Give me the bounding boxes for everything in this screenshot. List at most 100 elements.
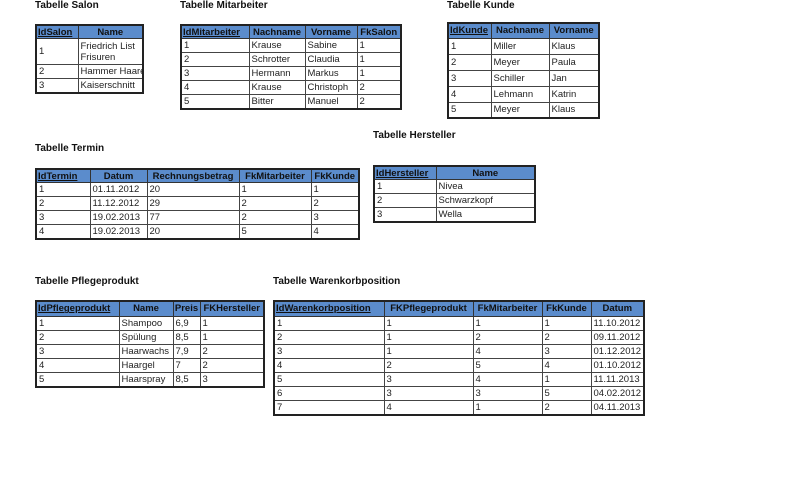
table-cell: 3 [541, 343, 592, 359]
column-header: Datum [89, 168, 148, 183]
table-cell: Claudia [304, 52, 358, 67]
header-row: IdWarenkorbposition FKPflegeprodukt FkMita… [273, 300, 645, 317]
header-row: IdPflegeprodukt Name Preis FKHersteller [35, 300, 265, 317]
table-cell: 1 [356, 52, 402, 67]
table-cell: 20 [146, 182, 240, 197]
table-cell: 2 [199, 357, 265, 373]
table-cell: 1 [356, 38, 402, 53]
table-cell: 3 [199, 371, 265, 387]
table-row: 2 Schrotter Claudia 1 [180, 52, 402, 67]
table-cell: Schiller [490, 69, 550, 87]
table-cell: 8,5 [172, 329, 201, 345]
column-header: Vorname [304, 24, 358, 39]
column-header: Vorname [548, 22, 600, 39]
column-header: FKHersteller [199, 300, 265, 317]
table-cell: 4 [310, 224, 360, 240]
table-cell: 2 [238, 210, 312, 225]
table-cell: 1 [383, 329, 474, 345]
table-cell: Christoph [304, 80, 358, 95]
table-row: 2 Spülung 8,5 1 [35, 329, 265, 345]
table-cell: 1 [383, 315, 474, 331]
table-cell: 2 [541, 329, 592, 345]
mitarbeiter-table-title: Tabelle Mitarbeiter [180, 0, 268, 11]
table-cell: Lehmann [490, 85, 550, 103]
table-cell: 3 [373, 207, 437, 223]
column-header: IdTermin [35, 168, 91, 183]
table-cell: 3 [180, 66, 250, 81]
table-row: 1 01.11.2012 20 1 1 [35, 182, 360, 197]
table-cell: 1 [472, 399, 543, 415]
table-cell: 3 [35, 78, 79, 94]
table-cell: 4 [383, 399, 474, 415]
table-cell: 2 [35, 329, 120, 345]
table-cell: Schrotter [248, 52, 306, 67]
pflegeprodukt-table-title: Tabelle Pflegeprodukt [35, 276, 139, 287]
table-cell: 11.11.2013 [590, 371, 645, 387]
table-row: 5 3 4 1 11.11.2013 [273, 371, 645, 387]
column-header: FkMitarbeiter [238, 168, 312, 183]
table-cell: 5 [238, 224, 312, 240]
kunde-table-title: Tabelle Kunde [447, 0, 515, 11]
table-cell: 1 [273, 315, 385, 331]
table-cell: Shampoo [118, 315, 174, 331]
table-cell: 3 [35, 210, 91, 225]
column-header: Nachname [490, 22, 550, 39]
table-cell: 4 [35, 224, 91, 240]
table-cell: Krause [248, 80, 306, 95]
table-row: 1 Nivea [373, 179, 536, 194]
table-cell: 8,5 [172, 371, 201, 387]
table-cell: 1 [180, 38, 250, 53]
table-cell: 5 [273, 371, 385, 387]
table-row: 1 Miller Klaus [447, 37, 600, 55]
table-cell: Nivea [435, 179, 536, 194]
column-header: IdKunde [447, 22, 492, 39]
table-row: 2 Hammer Haare [35, 64, 144, 79]
table-cell: 2 [541, 399, 592, 415]
table-cell: 1 [35, 38, 79, 65]
table-cell: 1 [447, 37, 492, 55]
header-row: IdKunde Nachname Vorname [447, 22, 600, 39]
column-header: Rechnungsbetrag [146, 168, 240, 183]
table-row: 4 Lehmann Katrin [447, 85, 600, 103]
table-row: 1 Shampoo 6,9 1 [35, 315, 265, 331]
table-cell: 1 [472, 315, 543, 331]
table-cell: 4 [273, 357, 385, 373]
table-cell: 2 [472, 329, 543, 345]
table-cell: 5 [472, 357, 543, 373]
table-row: 3 Wella [373, 207, 536, 223]
table-row: 6 3 3 5 04.02.2012 [273, 385, 645, 401]
table-row: 2 11.12.2012 29 2 2 [35, 196, 360, 211]
table-cell: 1 [35, 315, 120, 331]
table-cell: 3 [310, 210, 360, 225]
column-header: FkSalon [356, 24, 402, 39]
table-cell: 2 [35, 196, 91, 211]
table-cell: 01.12.2012 [590, 343, 645, 359]
header-row: IdTermin Datum Rechnungsbetrag FkMitarbeite… [35, 168, 360, 183]
table-row: 3 Kaiserschnitt [35, 78, 144, 94]
termin-table: IdTermin Datum Rechnungsbetrag FkMitarbeite… [35, 168, 360, 240]
table-cell: Paula [548, 53, 600, 71]
hersteller-table: IdHersteller Name 1 Nivea 2 Schwarzkopf 3 Wella [373, 165, 536, 223]
table-cell: 11.10.2012 [590, 315, 645, 331]
table-cell: 2 [383, 357, 474, 373]
table-cell: 3 [383, 385, 474, 401]
table-cell: 2 [373, 193, 437, 208]
table-cell: 1 [310, 182, 360, 197]
table-row: 4 Haargel 7 2 [35, 357, 265, 373]
table-row: 1 Krause Sabine 1 [180, 38, 402, 53]
column-header: FkKunde [310, 168, 360, 183]
table-cell: 1 [356, 66, 402, 81]
table-cell: 29 [146, 196, 240, 211]
column-header: Name [77, 24, 144, 39]
column-header: Preis [172, 300, 201, 317]
table-cell: 2 [199, 343, 265, 359]
column-header: IdMitarbeiter [180, 24, 250, 39]
table-cell: 1 [35, 182, 91, 197]
table-row: 5 Meyer Klaus [447, 101, 600, 119]
table-cell: 1 [373, 179, 437, 194]
table-cell: 4 [541, 357, 592, 373]
column-header: IdHersteller [373, 165, 437, 180]
table-cell: Bitter [248, 94, 306, 110]
table-cell: 2 [356, 80, 402, 95]
column-header: Nachname [248, 24, 306, 39]
